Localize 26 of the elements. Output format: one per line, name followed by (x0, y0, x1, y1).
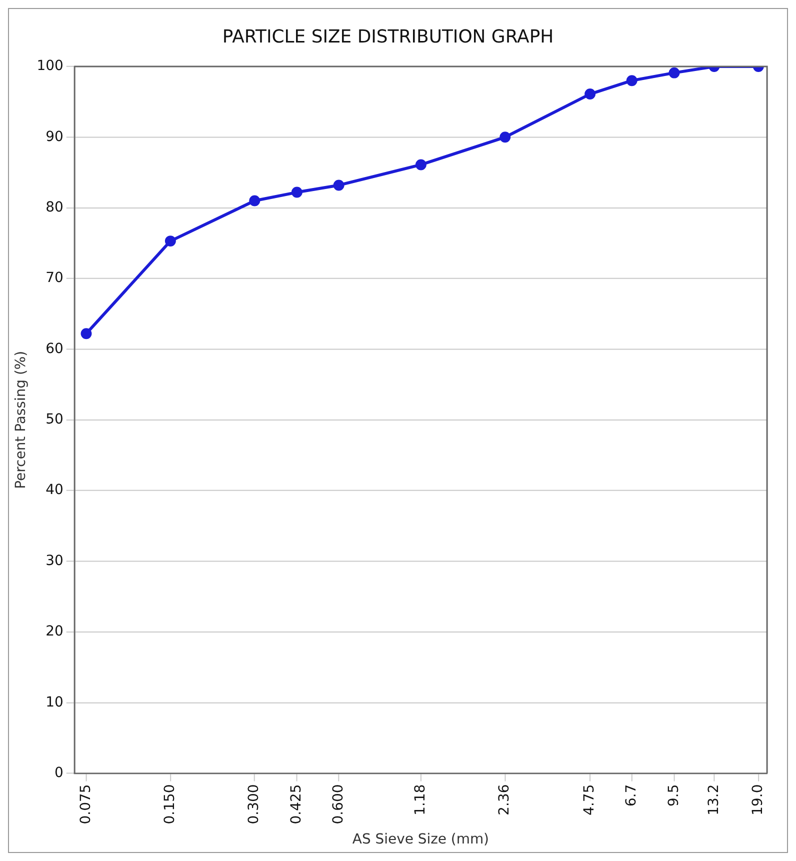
x-tick-label: 4.75 (582, 784, 598, 816)
x-tick-label: 9.5 (666, 784, 682, 806)
y-tick-label: 0 (54, 764, 64, 781)
x-tick-label: 0.425 (288, 784, 305, 824)
y-tick-label: 60 (46, 340, 64, 357)
y-tick-label: 70 (46, 270, 64, 286)
x-tick-label: 6.7 (623, 784, 640, 806)
x-tick-label: 2.36 (496, 784, 513, 816)
y-tick-label: 100 (36, 58, 64, 74)
x-tick-label: 13.2 (706, 784, 722, 816)
x-tick-label: 1.18 (412, 784, 429, 816)
y-tick-label: 20 (46, 624, 64, 640)
y-tick-label: 40 (46, 482, 64, 498)
x-tick-label: 0.150 (162, 784, 178, 824)
y-tick-label: 80 (46, 199, 64, 216)
y-tick-label: 10 (46, 694, 64, 710)
x-axis-title: AS Sieve Size (mm) (352, 831, 489, 848)
x-tick-label: 19.0 (750, 784, 766, 816)
y-tick-label: 30 (46, 552, 64, 569)
x-tick-label: 0.600 (330, 784, 346, 824)
y-tick-label: 90 (46, 128, 64, 145)
y-tick-label: 50 (46, 412, 64, 428)
x-tick-label: 0.075 (78, 784, 94, 824)
chart-title: PARTICLE SIZE DISTRIBUTION GRAPH (222, 26, 554, 48)
y-axis-title: Percent Passing (%) (13, 350, 29, 489)
x-tick-label: 0.300 (246, 784, 262, 824)
